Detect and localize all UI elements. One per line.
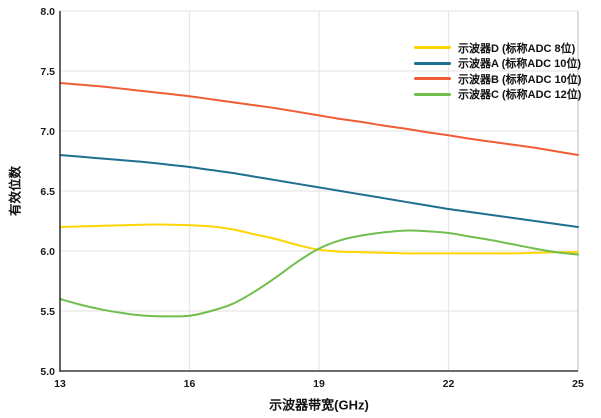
svg-text:7.0: 7.0 <box>40 126 55 138</box>
legend-label: 示波器B (标称ADC 10位) <box>458 73 582 86</box>
legend-item-scope-b: 示波器B (标称ADC 10位) <box>414 71 581 87</box>
x-axis-label: 示波器带宽(GHz) <box>269 397 369 413</box>
svg-text:6.0: 6.0 <box>40 246 55 258</box>
legend-line-icon <box>414 77 451 81</box>
legend-line-icon <box>414 46 451 50</box>
svg-text:19: 19 <box>313 378 325 390</box>
svg-text:5.5: 5.5 <box>40 306 55 318</box>
svg-text:6.5: 6.5 <box>40 186 55 198</box>
legend-label: 示波器D (标称ADC 8位) <box>458 42 576 55</box>
legend-item-scope-d: 示波器D (标称ADC 8位) <box>414 40 581 56</box>
legend: 示波器D (标称ADC 8位) 示波器A (标称ADC 10位) 示波器B (标… <box>414 40 581 102</box>
svg-text:5.0: 5.0 <box>40 366 55 378</box>
svg-text:13: 13 <box>54 378 66 390</box>
svg-text:16: 16 <box>184 378 196 390</box>
svg-text:22: 22 <box>443 378 455 390</box>
legend-item-scope-a: 示波器A (标称ADC 10位) <box>414 56 581 72</box>
legend-line-icon <box>414 61 451 65</box>
legend-line-icon <box>414 92 451 96</box>
svg-text:7.5: 7.5 <box>40 66 55 78</box>
legend-label: 示波器A (标称ADC 10位) <box>458 58 582 71</box>
svg-text:8.0: 8.0 <box>40 6 55 18</box>
legend-item-scope-c: 示波器C (标称ADC 12位) <box>414 87 581 103</box>
legend-label: 示波器C (标称ADC 12位) <box>458 89 582 102</box>
y-axis-label: 有效位数 <box>8 165 23 217</box>
svg-text:25: 25 <box>572 378 584 390</box>
